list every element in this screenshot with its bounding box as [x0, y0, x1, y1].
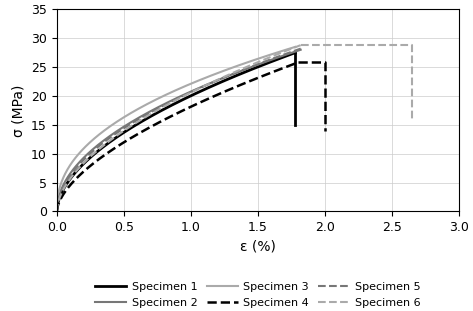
Specimen 4	[228, 87, 234, 91]
Line: Specimen 5: Specimen 5	[57, 49, 301, 211]
Specimen 5	[54, 210, 60, 213]
Specimen 1	[292, 51, 298, 54]
Specimen 6	[150, 111, 156, 114]
Specimen 2	[54, 210, 60, 213]
Specimen 4	[83, 168, 88, 172]
Specimen 1	[228, 76, 233, 80]
Y-axis label: σ (MPa): σ (MPa)	[12, 84, 26, 137]
Specimen 5	[150, 109, 156, 113]
Specimen 5	[231, 72, 237, 75]
Line: Specimen 1: Specimen 1	[57, 53, 295, 211]
Line: Specimen 3: Specimen 3	[57, 47, 295, 211]
Specimen 1	[131, 124, 137, 128]
Specimen 5	[83, 156, 89, 159]
Specimen 2	[133, 117, 139, 121]
Specimen 6	[83, 159, 89, 163]
Specimen 5	[207, 81, 213, 85]
Specimen 3	[292, 45, 298, 49]
Specimen 5	[230, 72, 236, 76]
Specimen 5	[133, 119, 139, 123]
Specimen 4	[54, 210, 60, 213]
Specimen 6	[54, 210, 60, 213]
Specimen 3	[228, 67, 233, 70]
Specimen 1	[83, 160, 88, 164]
Specimen 3	[204, 75, 210, 79]
Specimen 5	[298, 47, 304, 50]
Specimen 3	[83, 145, 88, 149]
Line: Specimen 2: Specimen 2	[57, 50, 301, 211]
Line: Specimen 4: Specimen 4	[57, 63, 298, 211]
Specimen 6	[298, 43, 304, 47]
Specimen 2	[207, 81, 213, 85]
Specimen 3	[226, 67, 232, 71]
Specimen 4	[149, 124, 155, 128]
Specimen 2	[231, 72, 237, 76]
Line: Specimen 6: Specimen 6	[57, 45, 301, 211]
Legend: Specimen 1, Specimen 2, Specimen 3, Specimen 4, Specimen 5, Specimen 6: Specimen 1, Specimen 2, Specimen 3, Spec…	[91, 278, 425, 311]
Specimen 6	[230, 71, 236, 75]
Specimen 1	[149, 114, 154, 118]
Specimen 4	[206, 97, 211, 100]
Specimen 3	[54, 210, 60, 213]
Specimen 4	[295, 61, 301, 64]
X-axis label: ε (%): ε (%)	[240, 240, 276, 254]
Specimen 6	[207, 81, 213, 85]
Specimen 3	[131, 109, 137, 113]
Specimen 4	[229, 86, 235, 90]
Specimen 6	[133, 121, 139, 125]
Specimen 6	[231, 71, 237, 74]
Specimen 2	[298, 48, 304, 52]
Specimen 1	[54, 210, 60, 213]
Specimen 1	[204, 86, 210, 90]
Specimen 2	[83, 154, 89, 157]
Specimen 2	[150, 108, 156, 112]
Specimen 1	[226, 77, 232, 81]
Specimen 4	[132, 134, 138, 137]
Specimen 3	[149, 100, 154, 104]
Specimen 2	[230, 72, 236, 76]
